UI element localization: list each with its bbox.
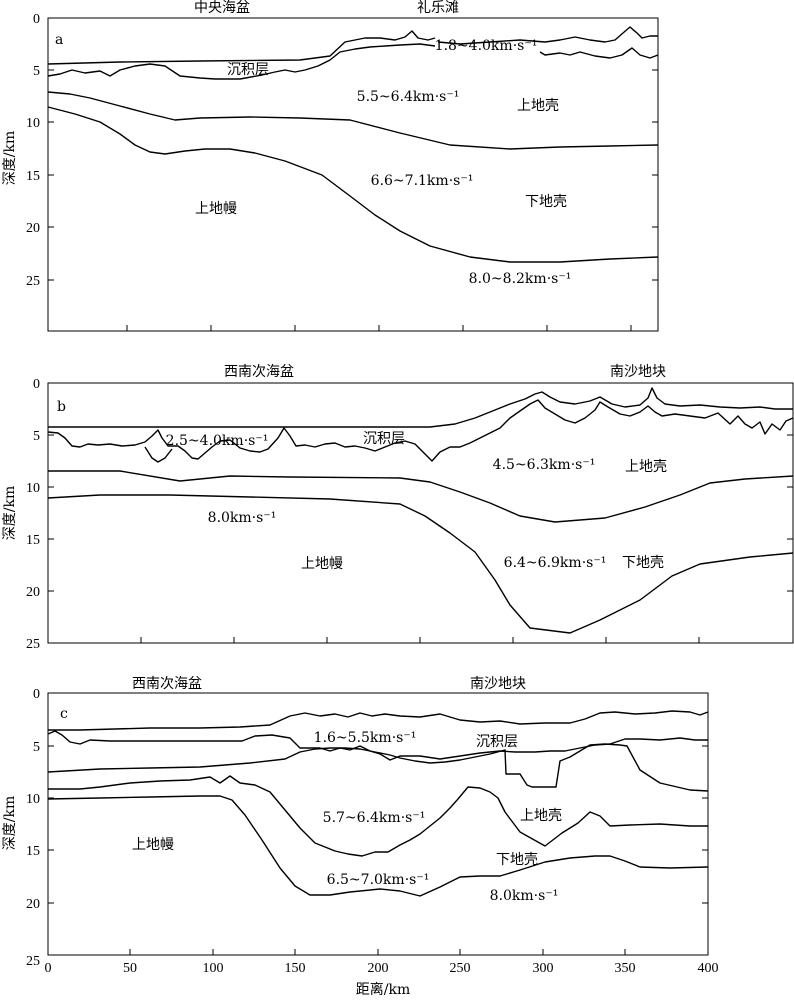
y-tick-label: 15 [26,533,40,548]
panel-b: 0 5 10 15 20 25 深度/km b 西南次海盆 南沙地块 沉积层 上… [2,364,794,652]
x-axis-label: 距离/km [356,981,410,998]
x-tick-label: 50 [123,961,137,976]
region-label: 中央海盆 [194,0,250,16]
velocity-label: 5.7~6.4km·s⁻¹ [323,810,426,826]
layer-label: 上地壳 [625,458,667,475]
y-axis-label: 深度/km [2,131,18,185]
velocity-label: 1.6~5.5km·s⁻¹ [314,730,417,746]
panel-c-ticks [48,745,708,955]
x-tick-label: 100 [203,961,224,976]
layer-label: 下地壳 [525,193,567,210]
velocity-label: 6.4~6.9km·s⁻¹ [504,555,607,571]
y-tick-label: 25 [26,637,40,652]
y-tick-label: 20 [26,221,40,236]
x-tick-label: 350 [615,961,636,976]
y-tick-label: 10 [26,116,40,131]
region-label: 南沙地块 [610,364,666,380]
layer-label: 上地壳 [517,97,559,114]
velocity-label: 6.6~7.1km·s⁻¹ [371,173,474,189]
panel-b-y-tick-labels: 0 5 10 15 20 25 [26,377,40,652]
y-tick-label: 0 [33,377,40,392]
seafloor-line [48,710,709,731]
panel-b-frame [47,382,794,644]
panel-b-boundaries [47,387,794,634]
y-tick-label: 20 [26,897,40,912]
x-tick-label: 250 [450,961,471,976]
y-tick-label: 5 [33,64,40,79]
y-tick-label: 0 [33,687,40,702]
y-axis-label: 深度/km [2,796,18,850]
panel-c-y-tick-labels: 0 5 10 15 20 25 [26,687,40,969]
y-tick-label: 20 [26,585,40,600]
panel-a-y-tick-labels: 0 5 10 15 20 25 [26,12,40,289]
seafloor-line [47,26,658,65]
sediment-base-line [47,43,659,80]
layer-label: 沉积层 [363,431,405,447]
region-label: 南沙地块 [470,676,526,692]
y-axis-label: 深度/km [2,486,18,540]
x-tick-label: 300 [533,961,554,976]
velocity-label: 5.5~6.4km·s⁻¹ [357,89,460,105]
panel-letter: c [60,706,68,722]
layer-label: 沉积层 [227,62,269,78]
layer-label: 下地壳 [496,851,538,868]
y-tick-label: 10 [26,792,40,807]
moho-line [47,106,659,263]
layer-label: 上地壳 [520,807,562,824]
y-tick-label: 25 [26,954,40,969]
upper-crust-base-line [48,775,708,857]
layer-label: 下地壳 [622,554,664,571]
region-label: 礼乐滩 [417,0,459,16]
x-tick-label: 400 [698,961,719,976]
layer-label: 上地幔 [195,201,237,217]
x-tick-label: 0 [45,961,52,976]
y-tick-label: 15 [26,844,40,859]
seafloor-line [48,387,793,428]
sediment-pocket-line [144,446,173,463]
upper-crust-top-line [47,743,709,792]
velocity-label: 8.0km·s⁻¹ [490,888,559,904]
panel-a-boundaries [47,26,659,263]
y-tick-label: 15 [26,169,40,184]
upper-crust-base-line [47,91,659,150]
panel-c-boundaries [47,710,709,897]
y-tick-label: 5 [33,740,40,755]
panel-a-ticks [48,69,658,331]
velocity-label: 2.5~4.0km·s⁻¹ [166,433,269,449]
x-tick-label: 200 [368,961,389,976]
velocity-label: 8.0km·s⁻¹ [208,510,277,526]
layer-label: 上地幔 [301,556,343,572]
y-tick-label: 10 [26,481,40,496]
y-tick-label: 5 [33,429,40,444]
region-label: 西南次海盆 [132,676,202,692]
region-label: 西南次海盆 [224,364,294,380]
moho-line [47,494,794,634]
velocity-label: 1.8~4.0km·s⁻¹ [435,38,538,54]
layer-label: 上地幔 [132,837,174,853]
velocity-label: 8.0~8.2km·s⁻¹ [469,271,572,287]
x-tick-label: 150 [285,961,306,976]
upper-crust-base-line [48,470,794,523]
moho-line [47,795,709,897]
velocity-label: 6.5~7.0km·s⁻¹ [327,872,430,888]
panel-a: 0 5 10 15 20 25 深度/km a 中央海盆 礼乐滩 沉积层 上地壳… [2,0,659,332]
y-tick-label: 0 [33,12,40,27]
layer-label: 沉积层 [476,734,518,750]
panel-letter: a [55,32,63,48]
sediment-base-line [47,399,794,462]
panel-c: 0 5 10 15 20 25 深度/km c 西南次海盆 南沙地块 沉积层 上… [2,676,709,969]
panel-letter: b [57,399,66,415]
y-tick-label: 25 [26,274,40,289]
x-axis: 0 50 100 150 200 250 300 350 400 距离/km [45,961,719,998]
velocity-label: 4.5~6.3km·s⁻¹ [493,457,596,473]
panel-b-ticks [48,434,793,643]
